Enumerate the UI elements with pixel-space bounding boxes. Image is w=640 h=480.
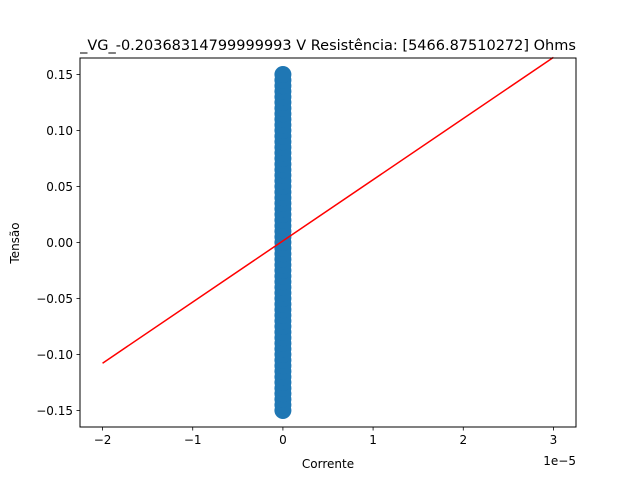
y-tick-label: 0.05 bbox=[46, 180, 73, 194]
y-tick-label: 0.10 bbox=[46, 124, 73, 138]
x-tick-label: 1 bbox=[369, 433, 377, 447]
x-tick-label: 0 bbox=[279, 433, 287, 447]
y-tick-label: −0.05 bbox=[36, 292, 73, 306]
y-axis: −0.15 −0.10 −0.05 0.00 0.05 0.10 0.15 bbox=[36, 68, 80, 418]
y-tick-label: 0.15 bbox=[46, 68, 73, 82]
scatter-point bbox=[274, 66, 292, 84]
y-axis-label: Tensão bbox=[8, 222, 22, 264]
x-tick-label: 2 bbox=[459, 433, 467, 447]
chart-title: _VG_-0.20368314799999993 V Resistência: … bbox=[79, 38, 576, 54]
x-tick-label: 3 bbox=[550, 433, 558, 447]
x-tick-label: −2 bbox=[94, 433, 112, 447]
axes-frame bbox=[79, 57, 577, 428]
x-axis-offset-label: 1e−5 bbox=[543, 454, 576, 468]
x-tick-label: −1 bbox=[184, 433, 202, 447]
x-axis-label: Corrente bbox=[302, 457, 354, 471]
y-tick-label: −0.10 bbox=[36, 348, 73, 362]
y-tick-label: −0.15 bbox=[36, 404, 73, 418]
plot-area bbox=[102, 56, 554, 419]
x-axis: −2 −1 0 1 2 3 bbox=[94, 427, 558, 447]
fit-line bbox=[102, 56, 554, 364]
y-tick-label: 0.00 bbox=[46, 236, 73, 250]
